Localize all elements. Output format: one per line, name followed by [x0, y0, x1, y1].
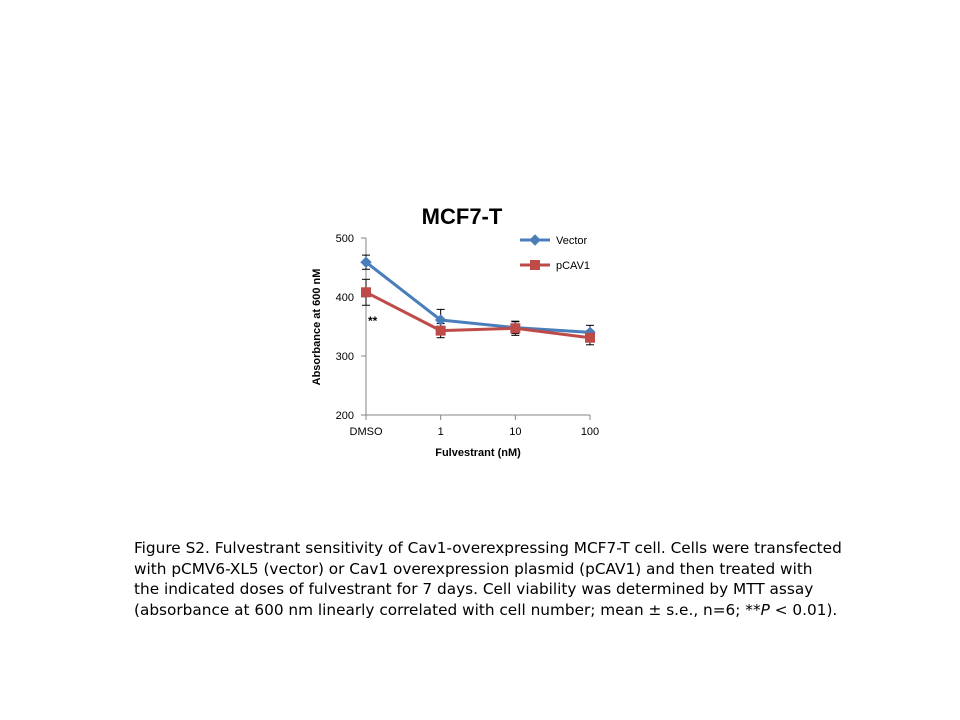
y-tick-label: 400	[336, 292, 354, 304]
x-tick-label: 1	[438, 426, 444, 438]
data-point-pcav1	[585, 332, 595, 343]
annotations: **	[368, 314, 378, 328]
x-tick-label: DMSO	[350, 426, 383, 438]
caption-line: with pCMV6-XL5 (vector) or Cav1 overexpr…	[134, 559, 813, 578]
data-point-vector	[360, 256, 372, 268]
data-point-pcav1	[435, 325, 446, 336]
caption-p-symbol: P	[760, 601, 770, 620]
series-line-pcav1	[365, 290, 591, 340]
y-axis-label: Absorbance at 600 nM	[311, 269, 323, 386]
chart-title: MCF7-T	[422, 204, 503, 229]
legend-item-vector: Vector	[520, 234, 588, 247]
y-tick-label: 200	[336, 410, 354, 422]
legend-label: Vector	[556, 235, 588, 247]
caption-line: Figure S2. Fulvestrant sensitivity of Ca…	[134, 539, 842, 557]
significance-marker: **	[368, 314, 378, 328]
line-chart: MCF7-T 200 300 400 500 DMSO 1 10 100 ** Fulves…	[311, 204, 599, 459]
x-axis-ticks: DMSO 1 10 100	[350, 415, 599, 438]
caption-line: (absorbance at 600 nm linearly correlate…	[134, 600, 854, 621]
data-point-pcav1	[361, 287, 371, 298]
x-axis-label: Fulvestrant (nM)	[435, 447, 521, 459]
data-point-pcav1	[510, 323, 521, 334]
y-tick-label: 500	[336, 233, 354, 245]
x-tick-label: 10	[509, 426, 521, 438]
data-point-vector	[434, 314, 447, 326]
series-line-vector	[365, 261, 591, 334]
x-tick-label: 100	[581, 426, 599, 438]
y-axis-ticks: 200 300 400 500	[336, 233, 366, 422]
series-lines	[365, 261, 591, 340]
figure-caption: Figure S2. Fulvestrant sensitivity of Ca…	[134, 538, 854, 621]
legend: Vector pCAV1	[520, 234, 590, 272]
caption-text: < 0.01).	[769, 601, 838, 620]
legend-marker	[530, 260, 540, 270]
series-markers	[360, 256, 596, 343]
y-tick-label: 300	[336, 351, 354, 363]
caption-line: the indicated doses of fulvestrant for 7…	[134, 580, 814, 599]
legend-marker	[529, 234, 541, 246]
caption-text: (absorbance at 600 nm linearly correlate…	[134, 601, 761, 620]
legend-item-pcav1: pCAV1	[520, 260, 590, 272]
legend-label: pCAV1	[556, 260, 590, 272]
